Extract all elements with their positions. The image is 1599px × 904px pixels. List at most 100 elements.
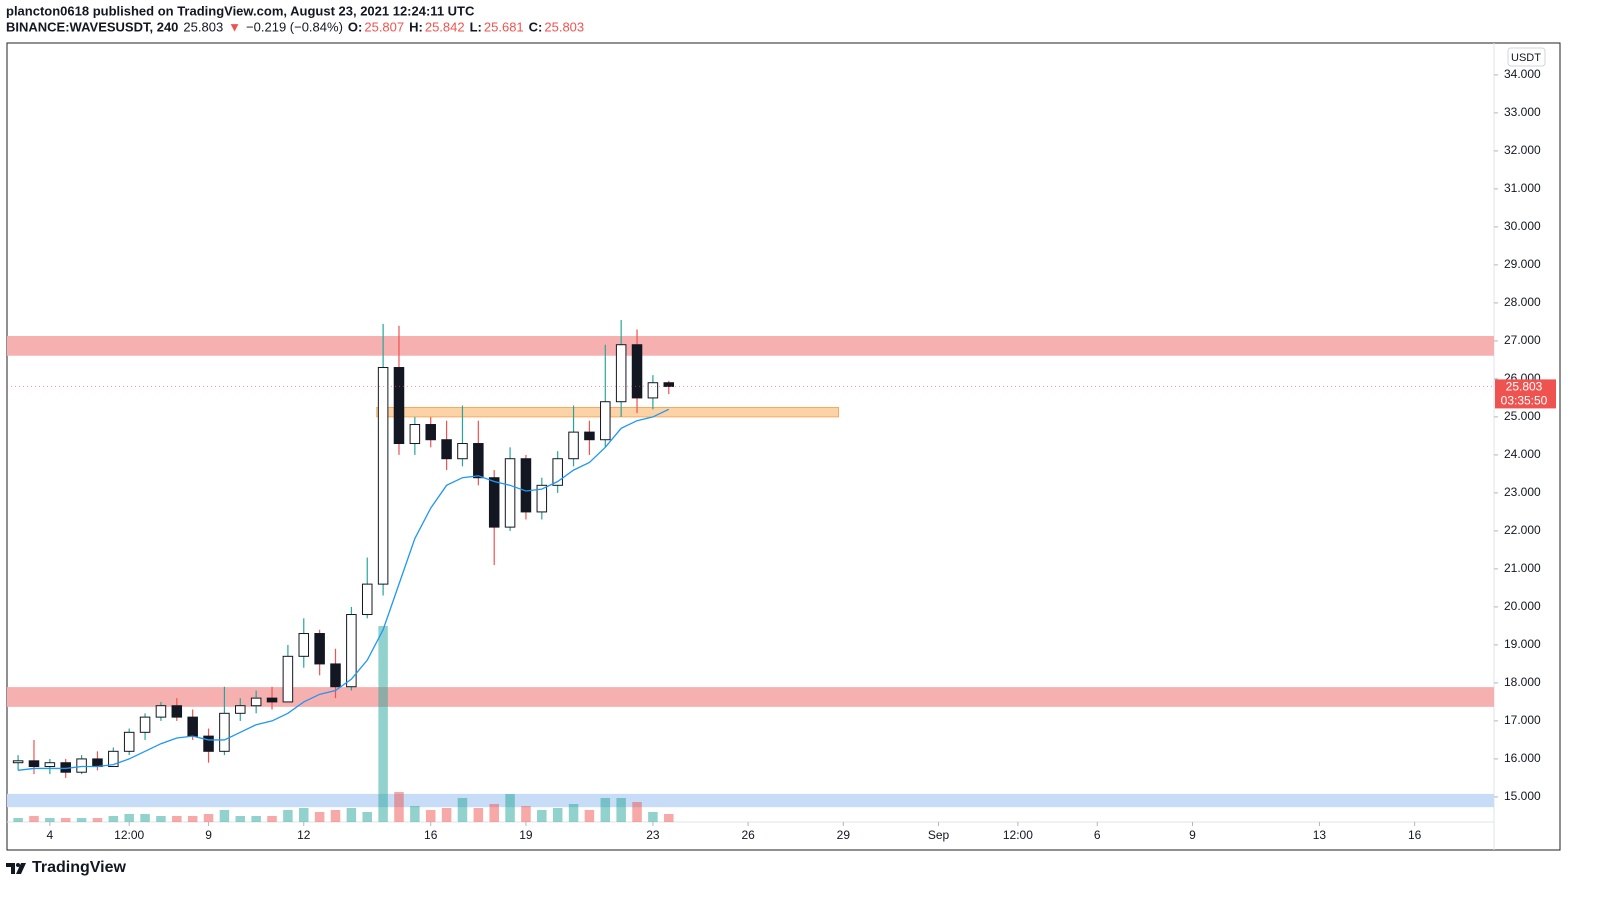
- x-tick-label: 4: [47, 828, 54, 842]
- currency: USDT: [1511, 52, 1541, 64]
- y-tick-label: 21.000: [1504, 561, 1541, 575]
- volume-bar: [378, 626, 388, 822]
- candle-body: [171, 705, 183, 718]
- legend-h-label: H:: [409, 19, 423, 34]
- candle-body: [647, 382, 659, 399]
- legend-c: 25.803: [544, 19, 584, 34]
- candle-body: [282, 655, 294, 703]
- volume-bar: [410, 806, 420, 822]
- x-tick-label: 12:00: [114, 828, 144, 842]
- candle-body: [123, 731, 135, 752]
- volume-bar: [600, 798, 611, 822]
- y-tick-label: 30.000: [1504, 219, 1541, 233]
- candle-body: [250, 697, 262, 707]
- x-tick-label: 26: [741, 828, 755, 842]
- legend-symbol: BINANCE:WAVESUSDT, 240: [6, 19, 178, 34]
- candle-body: [441, 439, 452, 460]
- y-tick-label: 27.000: [1504, 333, 1541, 347]
- candle-body: [361, 583, 373, 616]
- candle-body: [520, 458, 532, 513]
- x-tick-label: 19: [519, 828, 533, 842]
- candle-body: [457, 443, 468, 460]
- volume-bar: [92, 818, 103, 822]
- legend-o: 25.807: [364, 19, 404, 34]
- volume-bar: [457, 798, 468, 822]
- volume-bar: [108, 816, 119, 822]
- currency-box: [1507, 47, 1546, 67]
- volume-bar: [552, 808, 563, 822]
- y-tick-label: 15.000: [1504, 789, 1541, 803]
- volume-bar: [203, 814, 214, 822]
- candle-body: [615, 344, 627, 403]
- legend-c-label: C:: [529, 19, 543, 34]
- volume-bar: [235, 816, 246, 822]
- x-tick-label: 29: [837, 828, 851, 842]
- candle-body: [108, 750, 119, 768]
- y-tick-label: 29.000: [1504, 257, 1541, 271]
- moving-average: [18, 408, 670, 771]
- volume-bar: [346, 808, 357, 822]
- volume-bar: [362, 812, 373, 822]
- x-tick-label: 16: [424, 828, 438, 842]
- zone: [7, 335, 1494, 356]
- x-tick-label: 9: [205, 828, 212, 842]
- legend-h: 25.842: [425, 19, 465, 34]
- legend-o-label: O:: [348, 19, 362, 34]
- volume-bar: [521, 806, 531, 822]
- candle-body: [28, 760, 40, 768]
- candle-body: [266, 697, 278, 703]
- volume-bar: [251, 816, 261, 822]
- candle-body: [536, 484, 548, 513]
- candle-body: [92, 758, 103, 768]
- y-tick-label: 28.000: [1504, 295, 1541, 309]
- volume-bar: [45, 818, 55, 822]
- publisher: plancton0618 published on TradingView.co…: [6, 3, 475, 18]
- y-tick-label: 20.000: [1504, 599, 1541, 613]
- candle-body: [631, 344, 643, 399]
- y-tick-label: 33.000: [1504, 105, 1541, 119]
- legend-l-label: L:: [470, 19, 482, 34]
- volume-bar: [219, 810, 230, 822]
- volume-bar: [283, 810, 293, 822]
- volume-bar: [76, 818, 87, 822]
- countdown-label: 03:35:50: [1501, 394, 1548, 408]
- candle-body: [473, 443, 484, 479]
- volume-bar: [394, 792, 404, 822]
- candle-body: [488, 477, 500, 528]
- volume-bar: [568, 804, 579, 822]
- candle-body: [600, 401, 611, 441]
- x-tick-label: 6: [1094, 828, 1101, 842]
- volume-bar: [632, 802, 642, 822]
- x-tick-label: 23: [646, 828, 660, 842]
- candle-body: [298, 633, 310, 657]
- last-price-label: 25.803: [1506, 380, 1543, 394]
- candle-body: [346, 614, 357, 688]
- volume-bar: [60, 818, 71, 822]
- volume-bar: [664, 814, 674, 822]
- y-tick-label: 16.000: [1504, 751, 1541, 765]
- volume-bar: [473, 808, 484, 822]
- volume-bar: [537, 810, 547, 822]
- last-price-box: [1495, 379, 1556, 409]
- volume-bar: [13, 818, 23, 822]
- volume-bar: [29, 816, 39, 822]
- volume-bar: [616, 798, 626, 822]
- candle-body: [314, 633, 325, 665]
- candle-body: [552, 458, 563, 486]
- candle-body: [568, 431, 579, 460]
- y-tick-label: 23.000: [1504, 485, 1541, 499]
- volume-bar: [187, 816, 198, 822]
- volume-bar: [441, 808, 452, 822]
- x-tick-label: Sep: [928, 828, 950, 842]
- candle-body: [187, 716, 198, 737]
- plot: [7, 320, 1494, 822]
- logo: [6, 863, 26, 874]
- candle-body: [139, 716, 151, 733]
- volume-bar: [648, 812, 658, 822]
- candle-body: [12, 760, 24, 764]
- volume-bar: [299, 808, 309, 822]
- candle-body: [203, 735, 214, 752]
- candle-body: [393, 367, 405, 445]
- candle-body: [76, 758, 87, 773]
- zone: [7, 687, 1494, 707]
